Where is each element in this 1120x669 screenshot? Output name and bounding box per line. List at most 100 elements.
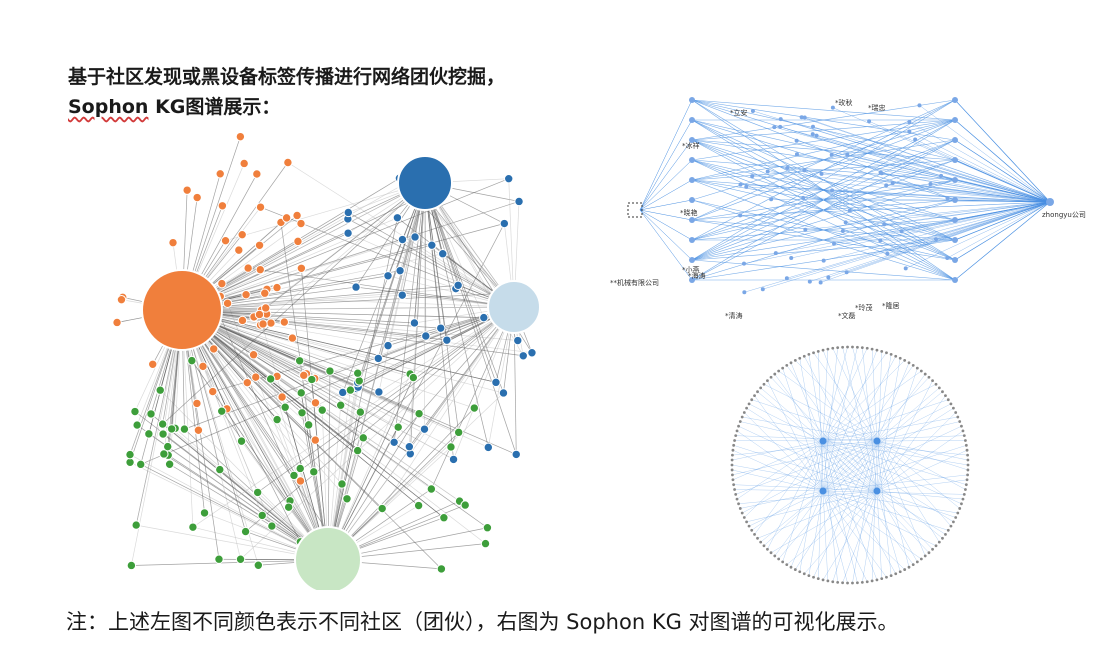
- circular-node: [851, 345, 854, 349]
- network-edge: [212, 306, 515, 392]
- circular-edge: [767, 440, 824, 550]
- circular-node: [802, 572, 806, 576]
- kg-node-label: *隆居: [882, 301, 900, 310]
- kg-edge: [812, 126, 1051, 203]
- circular-edge: [871, 440, 878, 581]
- circular-node: [956, 511, 960, 515]
- circular-node: [756, 536, 759, 540]
- network-nodes: [112, 131, 541, 590]
- community-node: [353, 368, 363, 378]
- circular-edge: [822, 377, 930, 492]
- circular-node: [730, 458, 734, 462]
- circular-edge: [790, 490, 824, 568]
- network-edge: [301, 306, 515, 414]
- community-node: [179, 424, 190, 434]
- circular-edge: [746, 408, 878, 492]
- kg-node: [819, 171, 824, 176]
- circular-edge: [876, 490, 918, 562]
- circular-node: [812, 575, 815, 579]
- circular-node: [949, 402, 953, 406]
- kg-node: [744, 184, 749, 189]
- community-node: [168, 237, 178, 248]
- kg-node: [952, 197, 958, 203]
- kg-node: [890, 181, 895, 186]
- kg-node: [785, 166, 790, 171]
- community-node: [125, 457, 135, 468]
- circular-edge: [822, 440, 838, 583]
- kg-node: [867, 119, 872, 124]
- community-node: [310, 435, 321, 445]
- circular-edge: [862, 347, 878, 492]
- kg-edge: [880, 201, 1051, 241]
- community-node: [483, 442, 494, 453]
- community-node: [136, 459, 146, 470]
- circular-node: [964, 443, 968, 447]
- circular-node: [821, 348, 825, 352]
- community-node: [240, 526, 251, 537]
- community-node: [358, 433, 368, 443]
- circular-node: [738, 507, 742, 510]
- kg-edge: [831, 154, 1051, 203]
- community-node: [272, 414, 282, 425]
- kg-node: [818, 280, 823, 285]
- circular-node: [923, 554, 927, 558]
- kg-edge: [752, 110, 1051, 203]
- hub-light-blue: [487, 280, 541, 334]
- community-node: [310, 398, 321, 408]
- circular-nodes: [730, 345, 970, 585]
- circular-node: [903, 359, 907, 362]
- community-node: [296, 263, 307, 273]
- kg-edge: [691, 99, 956, 121]
- sophon-kg-graph: *立安 *玫秋 *瑞忠 *冰祥 *晓艳 *海涛*小燕 *清涛 *文磊 *隆居 **机械有限公司 zh…: [610, 97, 1086, 320]
- network-edge: [129, 454, 329, 561]
- circular-node: [919, 369, 923, 373]
- community-node: [514, 196, 524, 207]
- circular-edge: [876, 440, 940, 543]
- community-node: [296, 388, 306, 398]
- community-node: [252, 169, 262, 179]
- kg-node-label: *玫秋: [835, 98, 853, 107]
- circular-hub: [873, 487, 881, 495]
- circular-edge: [842, 347, 878, 492]
- kg-edge: [832, 190, 1051, 203]
- network-edge: [181, 309, 441, 329]
- community-node: [294, 356, 305, 366]
- circular-edge: [876, 450, 968, 492]
- community-node: [389, 437, 399, 448]
- title-line-2-rest: KG图谱展示：: [148, 96, 281, 118]
- circular-node: [966, 468, 970, 472]
- circular-node: [798, 570, 802, 574]
- kg-node: [952, 277, 958, 283]
- circular-edge: [832, 440, 878, 582]
- circular-edge: [876, 440, 952, 527]
- kg-node: [807, 279, 812, 284]
- kg-node: [742, 290, 747, 295]
- kg-edge: [744, 201, 1051, 293]
- kg-labels: *立安 *玫秋 *瑞忠 *冰祥 *晓艳 *海涛*小燕 *清涛 *文磊 *隆居 **机械有限公司 zh…: [610, 98, 1086, 320]
- community-node: [352, 445, 363, 456]
- kg-node: [810, 124, 815, 129]
- community-node: [303, 420, 314, 430]
- community-node: [243, 263, 253, 273]
- circular-node: [750, 528, 754, 532]
- network-edge: [181, 178, 509, 311]
- community-node: [112, 317, 122, 328]
- community-node: [187, 355, 197, 366]
- community-node: [498, 388, 509, 398]
- community-node: [377, 503, 387, 514]
- community-node: [453, 280, 463, 290]
- kg-edge: [954, 139, 1051, 203]
- circular-edge: [732, 450, 824, 492]
- circular-node: [836, 346, 840, 350]
- circular-node: [826, 579, 830, 583]
- kg-edge: [767, 171, 1051, 203]
- community-node: [342, 494, 352, 504]
- circular-edge: [790, 362, 824, 442]
- circular-edge: [770, 377, 878, 492]
- network-edge: [227, 303, 329, 561]
- circular-edge: [876, 387, 940, 442]
- circular-node: [831, 580, 835, 584]
- circular-edge: [822, 440, 896, 574]
- circular-edge: [733, 484, 878, 492]
- community-node: [251, 372, 261, 382]
